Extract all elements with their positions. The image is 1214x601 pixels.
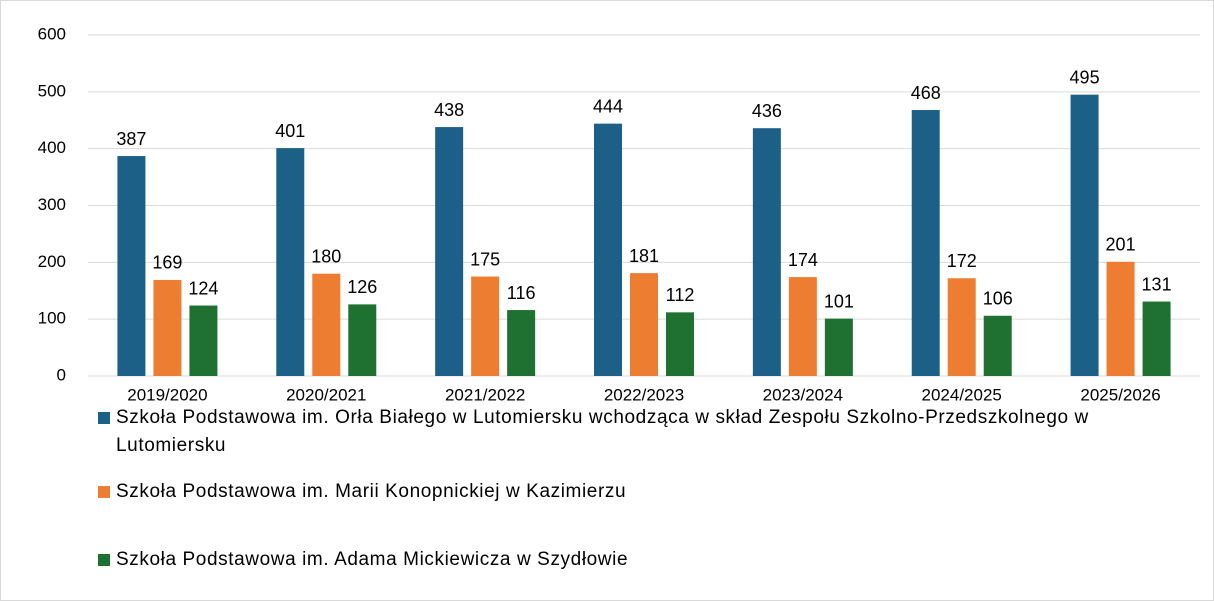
data-label: 468 bbox=[911, 83, 941, 103]
data-label: 438 bbox=[434, 100, 464, 120]
bar bbox=[1070, 94, 1099, 377]
y-tick-label: 500 bbox=[38, 81, 66, 100]
data-label: 175 bbox=[470, 249, 500, 269]
bar bbox=[947, 278, 976, 376]
data-label: 495 bbox=[1070, 67, 1100, 87]
bar bbox=[1106, 261, 1135, 376]
bar bbox=[117, 156, 146, 376]
data-label: 401 bbox=[275, 121, 305, 141]
legend-label: Szkoła Podstawowa im. Orła Białego w Lut… bbox=[116, 407, 1089, 456]
bar bbox=[752, 128, 781, 376]
legend-swatch bbox=[98, 554, 110, 566]
data-label: 126 bbox=[347, 277, 377, 297]
data-label: 174 bbox=[788, 250, 818, 270]
bar bbox=[630, 273, 658, 376]
x-tick-label: 2020/2021 bbox=[286, 385, 366, 404]
bar bbox=[911, 110, 940, 377]
x-tick-label: 2022/2023 bbox=[604, 385, 684, 404]
bar bbox=[153, 279, 182, 376]
bar bbox=[666, 312, 694, 376]
legend-item: Szkoła Podstawowa im. Adama Mickiewicza … bbox=[98, 546, 1158, 574]
x-tick-label: 2023/2024 bbox=[763, 385, 843, 404]
bar bbox=[824, 318, 853, 376]
bar bbox=[983, 315, 1012, 376]
bar bbox=[312, 273, 341, 376]
legend-label: Szkoła Podstawowa im. Adama Mickiewicza … bbox=[116, 549, 629, 570]
data-label: 387 bbox=[116, 129, 146, 149]
data-label: 201 bbox=[1106, 235, 1136, 255]
bar bbox=[435, 127, 464, 376]
legend: Szkoła Podstawowa im. Orła Białego w Lut… bbox=[98, 404, 1158, 574]
data-label: 444 bbox=[593, 96, 623, 116]
legend-label: Szkoła Podstawowa im. Marii Konopnickiej… bbox=[116, 481, 627, 502]
data-label: 131 bbox=[1142, 274, 1172, 294]
y-tick-label: 400 bbox=[38, 138, 66, 157]
x-tick-label: 2019/2020 bbox=[127, 385, 207, 404]
x-tick-label: 2025/2026 bbox=[1080, 385, 1160, 404]
bar bbox=[507, 310, 536, 376]
data-label: 172 bbox=[947, 251, 977, 271]
bar bbox=[471, 276, 500, 376]
y-tick-label: 0 bbox=[57, 365, 66, 384]
y-tick-label: 300 bbox=[38, 195, 66, 214]
bar bbox=[594, 123, 622, 376]
bar bbox=[189, 305, 218, 376]
bar bbox=[276, 148, 305, 376]
data-label: 180 bbox=[311, 246, 341, 266]
data-label: 101 bbox=[824, 291, 854, 311]
x-tick-label: 2021/2022 bbox=[445, 385, 525, 404]
legend-swatch bbox=[98, 412, 110, 424]
data-label: 169 bbox=[152, 253, 182, 273]
data-label: 112 bbox=[666, 285, 695, 305]
y-tick-label: 200 bbox=[38, 252, 66, 271]
data-label: 436 bbox=[752, 101, 782, 121]
data-label: 124 bbox=[188, 278, 218, 298]
legend-item: Szkoła Podstawowa im. Orła Białego w Lut… bbox=[98, 404, 1158, 460]
data-label: 181 bbox=[629, 246, 659, 266]
y-tick-label: 100 bbox=[38, 309, 66, 328]
x-tick-label: 2024/2025 bbox=[922, 385, 1002, 404]
bar bbox=[1142, 301, 1171, 376]
legend-swatch bbox=[98, 486, 110, 498]
bar bbox=[788, 277, 817, 376]
data-label: 116 bbox=[507, 283, 536, 303]
legend-item: Szkoła Podstawowa im. Marii Konopnickiej… bbox=[98, 478, 1158, 506]
bar bbox=[348, 304, 377, 376]
data-label: 106 bbox=[983, 289, 1013, 309]
y-tick-label: 600 bbox=[38, 24, 66, 43]
